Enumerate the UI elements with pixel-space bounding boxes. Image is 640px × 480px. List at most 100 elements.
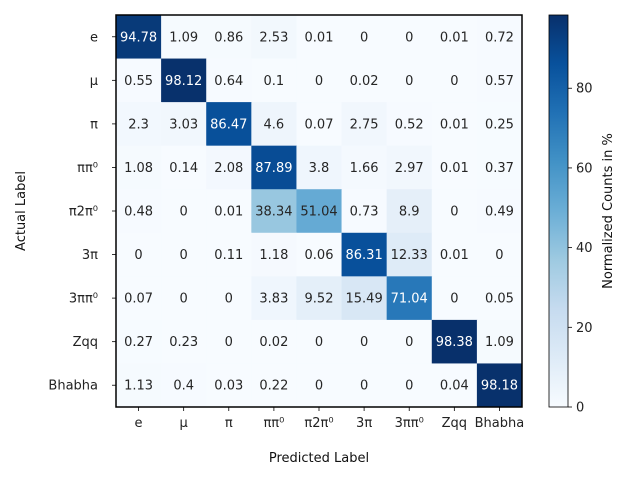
cell-value-label: 71.04: [391, 292, 428, 307]
y-axis-label: Actual Label: [14, 171, 29, 251]
heatmap-cell: [251, 189, 297, 234]
heatmap-cell: [431, 319, 478, 364]
cell-value-label: 4.6: [264, 117, 285, 132]
cell-value-label: 1.08: [124, 161, 153, 176]
heatmap-cell: [296, 15, 343, 60]
cell-value-label: 0.01: [440, 248, 469, 263]
cell-value-label: 0: [225, 292, 233, 307]
cell-value-label: 0: [134, 248, 142, 263]
heatmap-cell: [251, 102, 297, 147]
heatmap-cell: [116, 58, 162, 103]
cell-value-label: 0: [405, 74, 413, 89]
heatmap-cell: [116, 232, 162, 277]
heatmap-cell: [386, 363, 433, 408]
colorbar-gradient: [548, 14, 569, 408]
heatmap-cell: [206, 189, 252, 234]
colorbar: 0 20 40 60 80 Normalized Counts in %: [548, 14, 616, 416]
y-tick-label: μ: [90, 74, 98, 89]
heatmap-cell: [386, 15, 433, 60]
colorbar-tick-label: 0: [576, 401, 584, 416]
heatmap-cell: [116, 145, 162, 190]
heatmap-cell: [431, 145, 478, 190]
x-tick-label: π: [225, 416, 233, 431]
heatmap-cell: [296, 363, 343, 408]
heatmap-cell: [431, 58, 478, 103]
cell-value-label: 0.73: [350, 205, 379, 220]
y-tick-label: π2π⁰: [69, 205, 98, 220]
cell-value-label: 0.02: [259, 335, 288, 350]
heatmap-cells: 94.78 1.09 0.86 2.53 0.01 0 0 0.01 0.72 0.55 98.12…: [116, 15, 523, 408]
y-tick-label: 3ππ⁰: [69, 292, 98, 307]
heatmap-cell: [116, 189, 162, 234]
cell-value-label: 1.09: [169, 30, 198, 45]
x-tick-label: 3π: [356, 416, 372, 431]
cell-value-label: 0: [450, 74, 458, 89]
y-tick-label: Zqq: [73, 335, 98, 350]
y-tick-label: e: [90, 30, 98, 45]
heatmap-cell: [161, 276, 207, 321]
x-tick-label: 3ππ⁰: [395, 416, 424, 431]
cell-value-label: 0: [360, 335, 368, 350]
heatmap-cell: [386, 58, 433, 103]
x-tick-label: e: [135, 416, 143, 431]
cell-value-label: 8.9: [399, 205, 420, 220]
heatmap-cell: [206, 15, 252, 60]
heatmap-cell: [161, 102, 207, 147]
cell-value-label: 3.83: [259, 292, 288, 307]
heatmap-cell: [161, 232, 207, 277]
heatmap-cell: [431, 363, 478, 408]
y-tick-label: 3π: [82, 248, 98, 263]
cell-value-label: 0.64: [214, 74, 243, 89]
cell-value-label: 2.08: [214, 161, 243, 176]
cell-value-label: 0.01: [440, 30, 469, 45]
colorbar-label: Normalized Counts in %: [601, 133, 616, 289]
heatmap-cell: [116, 276, 162, 321]
y-tick-label: ππ⁰: [77, 161, 98, 176]
cell-value-label: 0.86: [214, 30, 243, 45]
cell-value-label: 0: [180, 205, 188, 220]
heatmap-cell: [341, 189, 388, 234]
heatmap-cell: [251, 15, 297, 60]
cell-value-label: 38.34: [255, 205, 292, 220]
heatmap-cell: [386, 232, 433, 277]
heatmap-cell: [206, 102, 252, 147]
cell-value-label: 0.01: [305, 30, 334, 45]
x-tick-label: Bhabha: [475, 416, 525, 431]
x-tick-label: μ: [180, 416, 188, 431]
y-axis-ticks: e μ π ππ⁰ π2π⁰ 3π 3ππ⁰ Zqq Bhabha: [48, 30, 116, 394]
cell-value-label: 0: [360, 30, 368, 45]
heatmap-cell: [296, 102, 343, 147]
heatmap-cell: [116, 15, 162, 60]
heatmap-cell: [251, 58, 297, 103]
heatmap-cell: [251, 363, 297, 408]
heatmap-cell: [161, 319, 207, 364]
heatmap-cell: [251, 319, 297, 364]
heatmap-cell: [341, 102, 388, 147]
heatmap-cell: [296, 189, 343, 234]
cell-value-label: 0.27: [124, 335, 153, 350]
cell-value-label: 86.47: [210, 117, 247, 132]
x-tick-label: π2π⁰: [304, 416, 333, 431]
cell-value-label: 2.97: [395, 161, 424, 176]
cell-value-label: 0.01: [440, 117, 469, 132]
heatmap-cell: [206, 319, 252, 364]
cell-value-label: 0.06: [305, 248, 334, 263]
cell-value-label: 86.31: [346, 248, 383, 263]
cell-value-label: 0: [495, 248, 503, 263]
heatmap-cell: [251, 145, 297, 190]
heatmap-cell: [296, 276, 343, 321]
cell-value-label: 0: [450, 292, 458, 307]
cell-value-label: 0: [450, 205, 458, 220]
cell-value-label: 0: [405, 379, 413, 394]
cell-value-label: 0: [360, 379, 368, 394]
heatmap-cell: [341, 276, 388, 321]
heatmap-cell: [431, 189, 478, 234]
colorbar-tick-label: 60: [576, 161, 593, 176]
cell-value-label: 0.07: [305, 117, 334, 132]
cell-value-label: 0.55: [124, 74, 153, 89]
cell-value-label: 0: [405, 335, 413, 350]
cell-value-label: 51.04: [300, 205, 337, 220]
heatmap-cell: [296, 145, 343, 190]
heatmap-cell: [251, 232, 297, 277]
